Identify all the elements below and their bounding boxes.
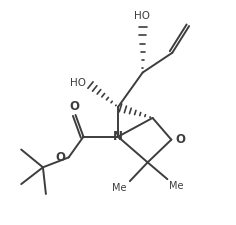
Text: Me: Me xyxy=(169,181,184,191)
Text: O: O xyxy=(175,133,185,146)
Text: N: N xyxy=(113,130,123,143)
Text: O: O xyxy=(70,100,80,113)
Text: O: O xyxy=(56,151,66,164)
Text: Me: Me xyxy=(112,183,127,193)
Text: HO: HO xyxy=(134,11,150,21)
Text: HO: HO xyxy=(70,78,86,88)
